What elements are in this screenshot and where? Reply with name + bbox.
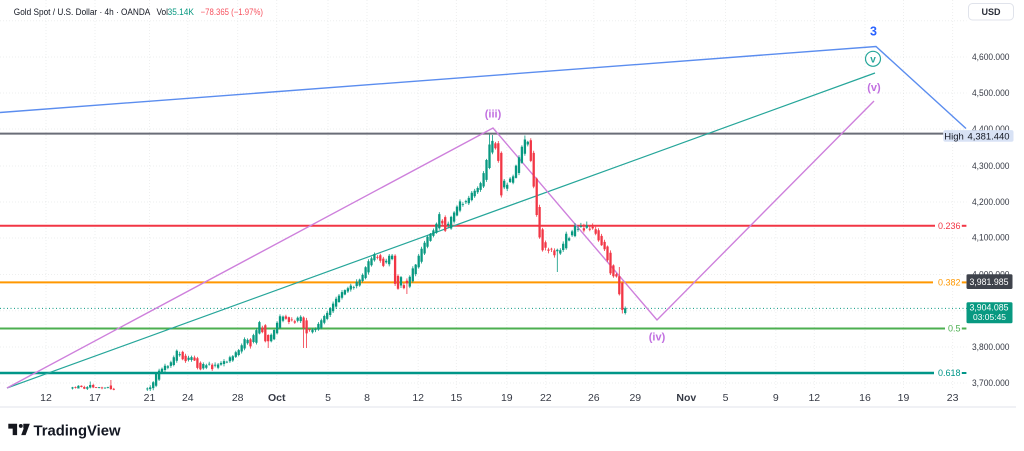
svg-text:Oct: Oct bbox=[268, 392, 286, 404]
svg-text:29: 29 bbox=[629, 392, 641, 404]
svg-text:21: 21 bbox=[144, 392, 156, 404]
svg-text:4,381.440: 4,381.440 bbox=[968, 131, 1010, 142]
svg-text:26: 26 bbox=[588, 392, 600, 404]
svg-text:15: 15 bbox=[451, 392, 463, 404]
svg-text:Gold Spot / U.S. Dollar · 4h ·: Gold Spot / U.S. Dollar · 4h · OANDA bbox=[14, 7, 151, 17]
svg-text:TradingView: TradingView bbox=[34, 424, 121, 440]
svg-text:5: 5 bbox=[723, 392, 729, 404]
svg-text:12: 12 bbox=[808, 392, 820, 404]
svg-text:4,500.000: 4,500.000 bbox=[972, 88, 1010, 98]
svg-text:Vol: Vol bbox=[157, 7, 169, 17]
svg-text:4,100.000: 4,100.000 bbox=[972, 233, 1010, 243]
svg-text:19: 19 bbox=[501, 392, 513, 404]
svg-text:3,700.000: 3,700.000 bbox=[972, 378, 1010, 388]
svg-text:4,400.000: 4,400.000 bbox=[972, 124, 1010, 134]
svg-text:4,200.000: 4,200.000 bbox=[972, 197, 1010, 207]
svg-text:(iii): (iii) bbox=[485, 109, 502, 121]
svg-text:12: 12 bbox=[40, 392, 52, 404]
svg-text:03:05:45: 03:05:45 bbox=[973, 312, 1006, 322]
svg-text:0.618: 0.618 bbox=[938, 368, 961, 378]
svg-text:3,904.085: 3,904.085 bbox=[970, 303, 1009, 314]
svg-text:23: 23 bbox=[947, 392, 959, 404]
svg-text:Nov: Nov bbox=[676, 392, 696, 404]
svg-text:16: 16 bbox=[859, 392, 871, 404]
svg-text:v: v bbox=[870, 55, 876, 66]
svg-text:3,981.985: 3,981.985 bbox=[970, 277, 1009, 288]
svg-text:0.236: 0.236 bbox=[938, 221, 961, 231]
svg-text:17: 17 bbox=[89, 392, 101, 404]
svg-text:(v): (v) bbox=[867, 82, 881, 94]
svg-text:3: 3 bbox=[870, 25, 877, 39]
svg-text:22: 22 bbox=[540, 392, 552, 404]
svg-text:5: 5 bbox=[325, 392, 331, 404]
svg-text:3,800.000: 3,800.000 bbox=[972, 342, 1010, 352]
svg-text:High: High bbox=[944, 131, 964, 142]
svg-text:4,300.000: 4,300.000 bbox=[972, 161, 1010, 171]
svg-text:24: 24 bbox=[182, 392, 194, 404]
svg-text:−78.365 (−1.97%): −78.365 (−1.97%) bbox=[201, 7, 263, 17]
svg-text:35.14K: 35.14K bbox=[168, 7, 194, 17]
svg-text:19: 19 bbox=[898, 392, 910, 404]
svg-text:28: 28 bbox=[232, 392, 244, 404]
svg-text:9: 9 bbox=[773, 392, 779, 404]
svg-text:8: 8 bbox=[364, 392, 370, 404]
svg-text:12: 12 bbox=[412, 392, 424, 404]
svg-text:0.382: 0.382 bbox=[938, 278, 961, 288]
svg-text:4,600.000: 4,600.000 bbox=[972, 52, 1010, 62]
svg-text:(iv): (iv) bbox=[649, 332, 666, 344]
svg-text:0.5: 0.5 bbox=[948, 324, 961, 334]
svg-text:USD: USD bbox=[981, 7, 1001, 17]
